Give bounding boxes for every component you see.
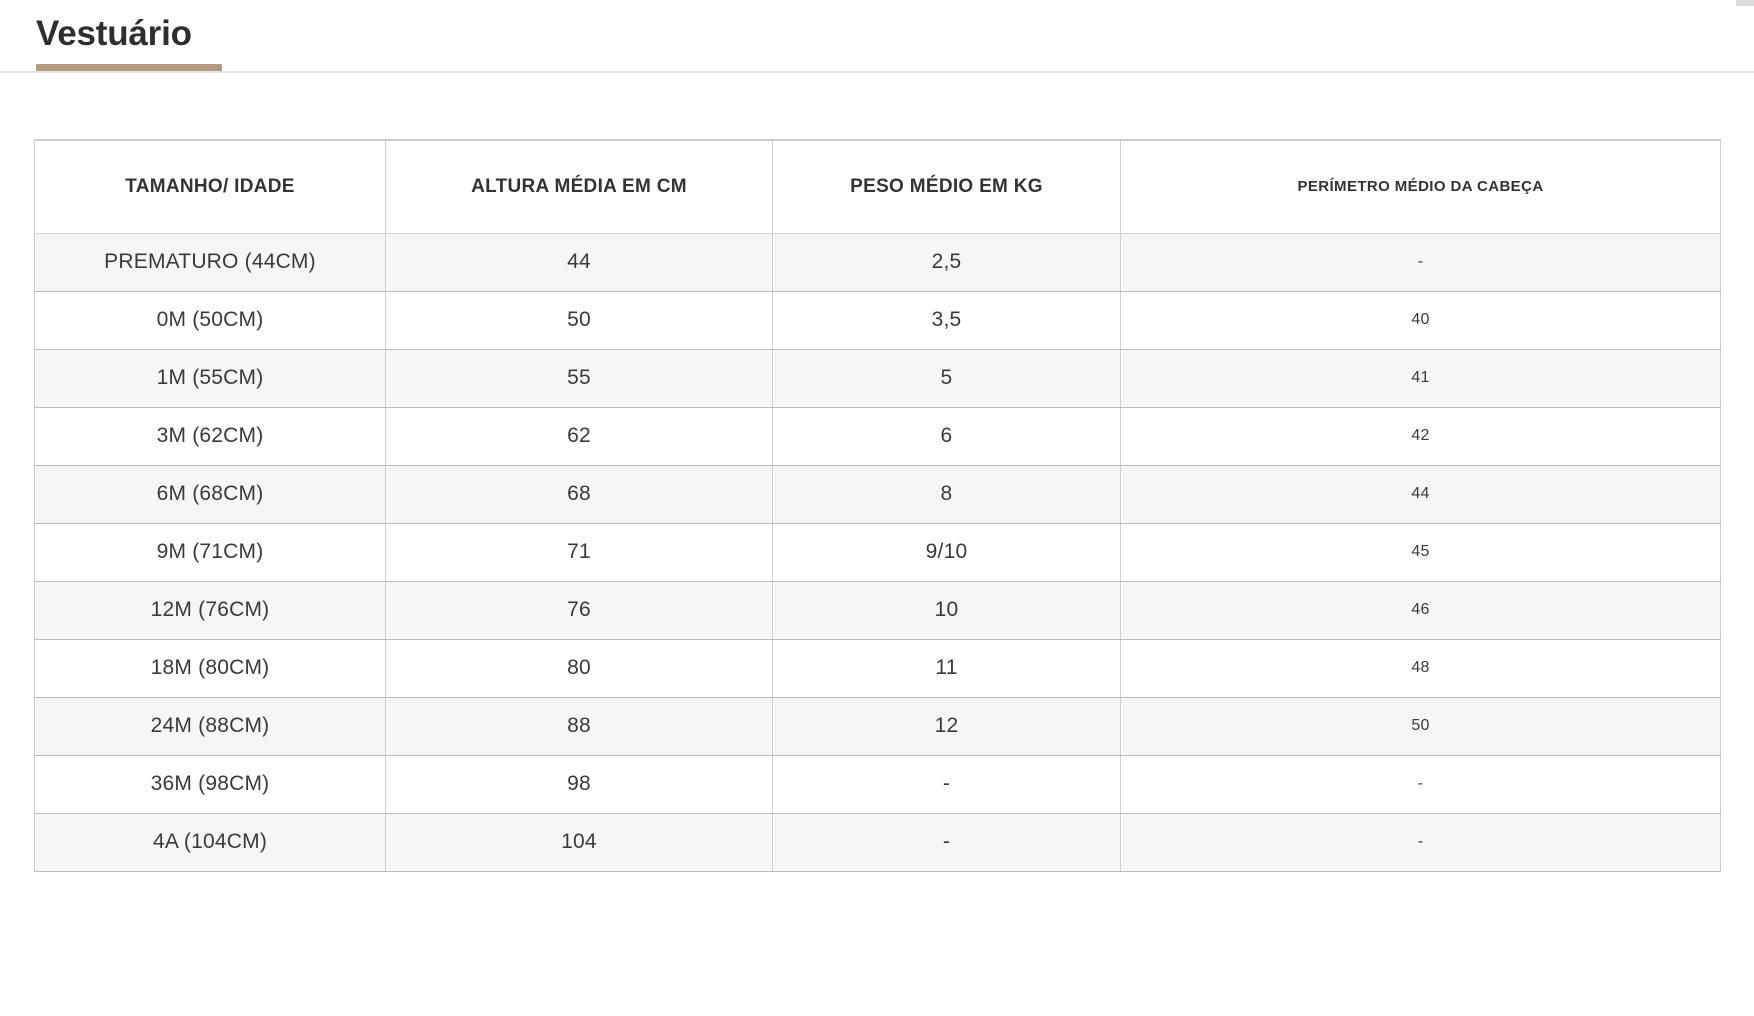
table-row: 1M (55CM) 55 5 41 — [34, 348, 1721, 408]
cell-size_age: 4A (104CM) — [34, 812, 386, 872]
cell-weight_kg: 3,5 — [772, 290, 1121, 350]
table-row: 36M (98CM) 98- - — [34, 754, 1721, 814]
cell-height_cm: 76 — [385, 580, 773, 640]
size-chart-table: TAMANHO/ IDADE ALTURA MÉDIA EM CM PESO M… — [34, 139, 1721, 872]
table-row: 18M (80CM) 80 11 48 — [34, 638, 1721, 698]
cell-height_cm: 80 — [385, 638, 773, 698]
cell-head_circumference: 42 — [1120, 406, 1721, 466]
cell-head_circumference: 45 — [1120, 522, 1721, 582]
cell-head_circumference: 48 — [1120, 638, 1721, 698]
cell-height_cm: 98 — [385, 754, 773, 814]
cell-weight_kg: 11 — [772, 638, 1121, 698]
table-header-row: TAMANHO/ IDADE ALTURA MÉDIA EM CM PESO M… — [34, 139, 1721, 234]
cell-weight_kg: 2,5 — [772, 232, 1121, 292]
cell-weight_kg: - — [772, 812, 1121, 872]
cell-height_cm: 44 — [385, 232, 773, 292]
cell-height_cm: 62 — [385, 406, 773, 466]
cell-head_circumference: - — [1120, 812, 1721, 872]
cell-height_cm: 88 — [385, 696, 773, 756]
size-table-container: TAMANHO/ IDADE ALTURA MÉDIA EM CM PESO M… — [34, 139, 1721, 872]
table-body: PREMATURO (44CM) 44 2,5-0M (50CM) 50 3,5 40 1M… — [34, 232, 1721, 872]
cell-size_age: PREMATURO (44CM) — [34, 232, 386, 292]
column-header-size-age: TAMANHO/ IDADE — [34, 139, 386, 234]
cell-size_age: 36M (98CM) — [34, 754, 386, 814]
cell-size_age: 3M (62CM) — [34, 406, 386, 466]
cell-height_cm: 55 — [385, 348, 773, 408]
cell-size_age: 1M (55CM) — [34, 348, 386, 408]
table-row: 6M (68CM) 68 8 44 — [34, 464, 1721, 524]
cell-head_circumference: - — [1120, 754, 1721, 814]
cell-head_circumference: 44 — [1120, 464, 1721, 524]
cell-weight_kg: 8 — [772, 464, 1121, 524]
cell-height_cm: 68 — [385, 464, 773, 524]
table-header: TAMANHO/ IDADE ALTURA MÉDIA EM CM PESO M… — [34, 139, 1721, 234]
column-header-height: ALTURA MÉDIA EM CM — [385, 139, 773, 234]
cell-weight_kg: 6 — [772, 406, 1121, 466]
cell-weight_kg: 12 — [772, 696, 1121, 756]
table-row: PREMATURO (44CM) 44 2,5- — [34, 232, 1721, 292]
cell-weight_kg: 5 — [772, 348, 1121, 408]
cell-head_circumference: 40 — [1120, 290, 1721, 350]
cell-weight_kg: - — [772, 754, 1121, 814]
cell-head_circumference: 46 — [1120, 580, 1721, 640]
cell-size_age: 24M (88CM) — [34, 696, 386, 756]
table-row: 0M (50CM) 50 3,5 40 — [34, 290, 1721, 350]
cell-weight_kg: 10 — [772, 580, 1121, 640]
column-header-weight: PESO MÉDIO EM KG — [772, 139, 1121, 234]
page-title: Vestuário — [36, 14, 192, 53]
cell-weight_kg: 9/10 — [772, 522, 1121, 582]
table-row: 24M (88CM) 88 12 50 — [34, 696, 1721, 756]
cell-size_age: 6M (68CM) — [34, 464, 386, 524]
cell-height_cm: 104 — [385, 812, 773, 872]
cell-head_circumference: - — [1120, 232, 1721, 292]
scrollbar-nub[interactable] — [1736, 0, 1754, 6]
title-bar: Vestuário — [0, 0, 1754, 73]
cell-height_cm: 50 — [385, 290, 773, 350]
cell-height_cm: 71 — [385, 522, 773, 582]
table-row: 12M (76CM) 76 10 46 — [34, 580, 1721, 640]
table-row: 3M (62CM) 62 6 42 — [34, 406, 1721, 466]
cell-head_circumference: 50 — [1120, 696, 1721, 756]
cell-size_age: 12M (76CM) — [34, 580, 386, 640]
cell-head_circumference: 41 — [1120, 348, 1721, 408]
cell-size_age: 9M (71CM) — [34, 522, 386, 582]
table-row: 4A (104CM) 104- - — [34, 812, 1721, 872]
column-header-head-circumference: PERÍMETRO MÉDIO DA CABEÇA — [1120, 139, 1721, 234]
cell-size_age: 0M (50CM) — [34, 290, 386, 350]
cell-size_age: 18M (80CM) — [34, 638, 386, 698]
title-accent-underline — [36, 64, 222, 71]
table-row: 9M (71CM) 71 9/10 45 — [34, 522, 1721, 582]
